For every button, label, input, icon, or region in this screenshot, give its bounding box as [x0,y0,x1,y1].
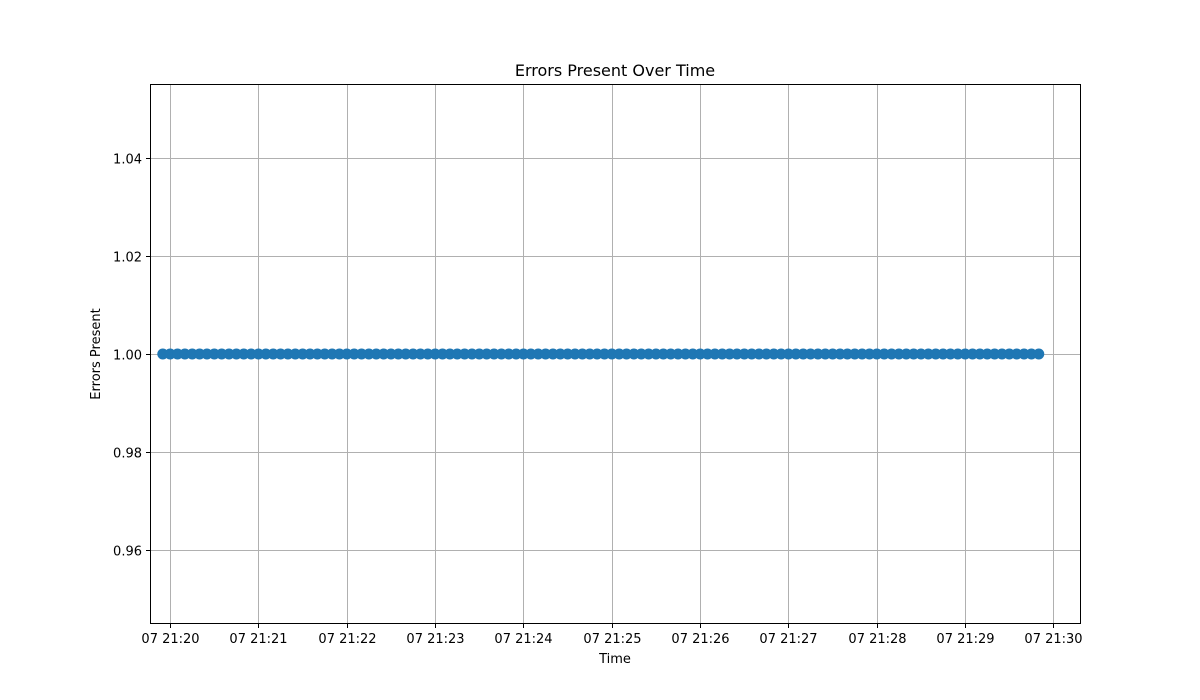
y-tick-label: 0.98 [113,447,142,462]
x-tick-label: 07 21:23 [406,632,464,647]
x-tick-label: 07 21:27 [759,632,817,647]
y-tick-label: 1.02 [113,251,142,266]
x-tick-label: 07 21:28 [848,632,906,647]
y-tick-label: 1.00 [113,349,142,364]
data-point [1033,348,1045,360]
x-tick-label: 07 21:24 [494,632,552,647]
y-axis-ticks: 0.96 0.98 1.00 1.02 1.04 [113,153,151,560]
x-tick-label: 07 21:25 [583,632,641,647]
y-axis-label: Errors Present [89,308,104,399]
y-tick-label: 1.04 [113,153,142,168]
y-tick-label: 0.96 [113,545,142,560]
x-axis-label: Time [598,652,631,667]
x-axis-ticks: 07 21:20 07 21:21 07 21:22 07 21:23 07 21:24… [141,623,1083,647]
data-points [157,348,1045,360]
x-tick-label: 07 21:20 [141,632,199,647]
x-tick-label: 07 21:30 [1024,632,1082,647]
x-tick-label: 07 21:26 [671,632,729,647]
x-tick-label: 07 21:22 [318,632,376,647]
chart-title: Errors Present Over Time [515,61,715,80]
x-tick-label: 07 21:29 [936,632,994,647]
x-tick-label: 07 21:21 [229,632,287,647]
